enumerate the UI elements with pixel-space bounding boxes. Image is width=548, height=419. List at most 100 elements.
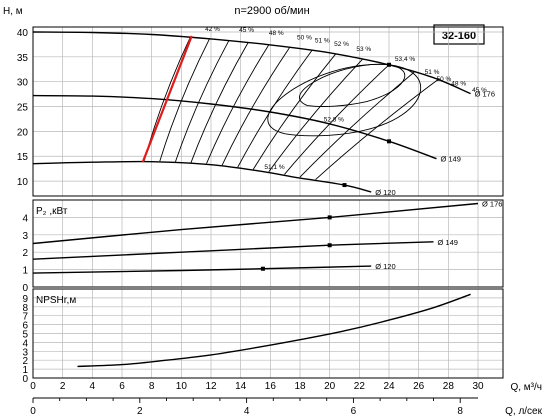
bottom-axes: 0 2 4 6 8 10 12 14 16 18 20 22 24 26 28 30 Q, м³/ч0 2 4 6 8 Q… [30,381,542,417]
y-tick-label: 2 [22,356,28,367]
x-tick-label: 6 [119,381,125,392]
series-label: Ø 149 [438,238,458,247]
panel-power: 0 1 2 3 4 P₂ ,кВт Ø 176 Ø 149 Ø 120 [22,199,504,294]
x2-axis-label: Q, л/сек [505,406,543,417]
series-label: Ø 120 [375,188,395,197]
efficiency-iso-line [221,47,290,166]
series-label: Ø 176 [475,90,495,99]
x-tick-label: 30 [472,381,484,392]
x2-tick-label: 4 [244,406,250,417]
y-tick-label: 0 [22,374,28,385]
y-tick-label: 4 [22,213,28,224]
panel-frame [32,26,504,197]
y-tick-label: 2 [22,248,28,259]
efficiency-label: 51 % [425,69,440,76]
efficiency-iso-line [268,59,363,172]
y-axis-label: H, м [3,6,23,17]
efficiency-label: 51,1 % [264,164,284,171]
x-tick-label: 4 [90,381,96,392]
x-axis-label: Q, м³/ч [510,382,542,393]
x-tick-label: 16 [265,381,277,392]
x-tick-label: 26 [413,381,425,392]
panel-frame [32,288,504,379]
efficiency-iso-line [299,71,415,178]
x2-tick-label: 8 [457,406,463,417]
efficiency-label: 48 % [269,30,284,37]
efficiency-label: 50 % [297,34,312,41]
series-label: Ø 176 [482,199,502,208]
y-tick-label: 8 [22,303,28,314]
series-line [77,293,471,368]
series-label: Ø 149 [440,155,460,164]
y-tick-label: 0 [22,283,28,294]
y-tick-label: 7 [22,312,28,323]
x-tick-label: 2 [60,381,66,392]
x-tick-label: 20 [324,381,336,392]
efficiency-iso-line [206,44,270,164]
y-tick-label: 30 [17,78,29,89]
series-line [32,31,471,95]
y-axis-label: NPSHr,м [36,295,76,306]
y-tick-label: 35 [17,53,29,64]
efficiency-label: 53 % [356,46,371,53]
panel-frame [32,199,504,288]
model-label: 32-160 [442,30,476,42]
efficiency-label: 51 % [315,37,330,44]
efficiency-label: 53,4 % [395,56,415,63]
series-marker [260,266,265,271]
efficiency-label: 52,8 % [324,116,344,123]
y-tick-label: 4 [22,338,28,349]
x-tick-label: 24 [383,381,395,392]
y-tick-label: 20 [17,127,29,138]
series-marker [327,215,332,220]
x-tick-label: 22 [354,381,366,392]
efficiency-iso-line [315,79,439,180]
series-label: Ø 120 [375,262,395,271]
efficiency-iso-line [252,53,336,170]
series-marker [342,183,347,188]
series-line [32,202,479,245]
y-tick-label: 5 [22,330,28,341]
x2-tick-label: 2 [137,406,143,417]
efficiency-label: 45 % [472,87,487,94]
efficiency-label: 48 % [451,81,466,88]
efficiency-loop [299,63,406,107]
efficiency-label: 42 % [205,26,220,33]
efficiency-label: 45 % [239,27,254,34]
x-tick-label: 10 [176,381,188,392]
y-tick-label: 10 [17,177,29,188]
x-tick-label: 12 [205,381,217,392]
series-line [32,94,437,160]
x-tick-label: 0 [30,381,36,392]
series-marker [387,139,391,144]
x-tick-label: 28 [443,381,455,392]
x-tick-label: 18 [294,381,306,392]
efficiency-label: 52 % [334,41,349,48]
efficiency-loop [267,63,421,137]
y-tick-label: 1 [22,365,28,376]
series-line [32,160,372,193]
x2-tick-label: 0 [30,406,36,417]
y-tick-label: 3 [22,231,28,242]
efficiency-label: 50 % [436,76,451,83]
y-tick-label: 9 [22,294,28,305]
series-marker [327,243,332,248]
y-tick-label: 15 [17,152,29,163]
model-box [433,24,485,45]
series-line [32,265,372,274]
x-tick-label: 14 [235,381,247,392]
series-line [32,241,434,260]
efficiency-iso-line [284,64,390,175]
x2-tick-label: 6 [351,406,357,417]
chart-title: n=2900 об/мин [234,5,309,17]
y-axis-label: P₂ ,кВт [36,206,68,217]
y-tick-label: 40 [17,28,29,39]
panel-head: 10 15 20 25 30 35 40 H, м Ø 176 Ø 149 Ø 120 42 % 45 … [3,6,504,197]
y-tick-label: 6 [22,321,28,332]
y-tick-label: 25 [17,103,29,114]
efficiency-iso-line [190,42,249,163]
y-tick-label: 1 [22,266,28,277]
